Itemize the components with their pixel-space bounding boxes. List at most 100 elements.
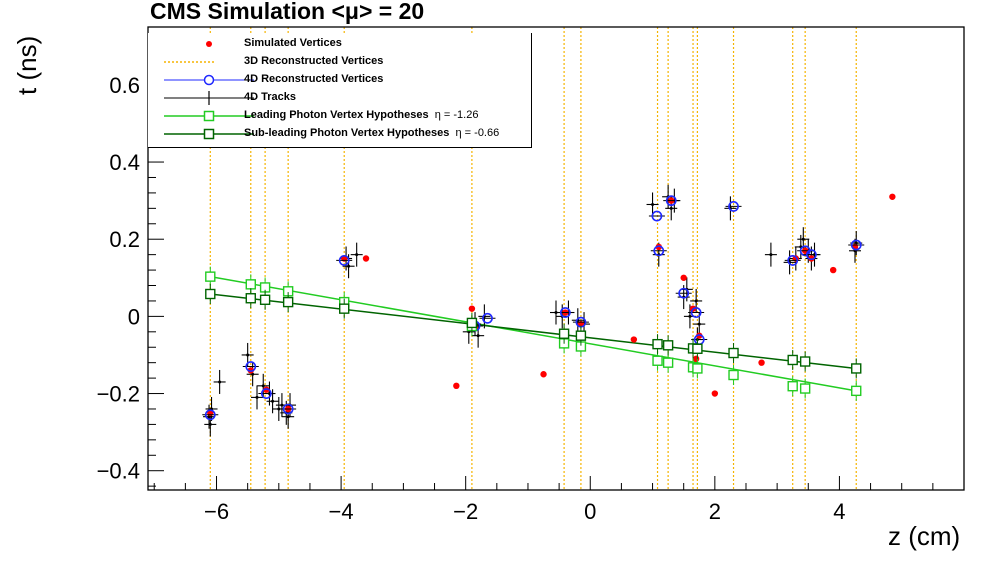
eta-label: η = -1.26 <box>434 109 479 121</box>
photon-hypothesis-point <box>575 330 587 341</box>
legend-label: 3D Reconstructed Vertices <box>244 55 384 67</box>
photon-hypothesis-point <box>851 363 862 374</box>
photon-hypothesis-fit-line <box>210 275 857 392</box>
reco-4d-vertex-point <box>245 361 257 372</box>
y-axis-label: t (ns) <box>12 35 42 95</box>
photon-hypothesis-point <box>787 381 798 392</box>
track-marker <box>554 311 558 315</box>
photon-hypothesis-point <box>662 357 674 368</box>
track-marker <box>651 202 655 206</box>
photon-hypothesis-point <box>799 383 811 394</box>
reco-4d-vertex-point <box>728 201 739 212</box>
legend-label: 4D Reconstructed Vertices <box>244 73 384 85</box>
x-axis-label: z (cm) <box>888 521 961 551</box>
simulated-vertex-point <box>758 359 765 366</box>
axes-frame <box>147 26 965 491</box>
x-tick-label: −4 <box>329 499 354 524</box>
photon-hypothesis-point <box>652 355 663 366</box>
x-tick-label: −2 <box>453 499 478 524</box>
photon-hypothesis-point <box>245 279 256 290</box>
reco-4d-vertex-point <box>787 255 799 266</box>
track-marker <box>801 237 805 241</box>
simulated-vertex-point <box>540 371 547 378</box>
y-tick-label: −0.2 <box>97 382 140 407</box>
fit-lines-layer <box>210 275 857 392</box>
track-marker <box>286 415 290 419</box>
reco-4d-vertex-point <box>282 403 294 415</box>
legend-entry-simulated: Simulated Vertices <box>148 35 531 53</box>
reco-4d-vertex-point <box>850 239 862 251</box>
photon-hypothesis-fit-line <box>210 293 857 370</box>
track-marker <box>271 399 275 403</box>
legend-red-dot-icon <box>206 41 212 47</box>
photon-hypothesis-point <box>245 293 256 304</box>
reco-4d-vertex-point <box>204 409 216 421</box>
photon-hypothesis-point <box>259 294 271 305</box>
simulated-vertex-point <box>453 382 460 390</box>
photon-hypothesis-point <box>662 340 674 351</box>
plot-frame <box>147 26 965 491</box>
legend-entry-3d: 3D Reconstructed Vertices <box>148 53 531 71</box>
reco-4d-vertex-point <box>805 249 817 261</box>
y-tick-label: 0.6 <box>109 73 140 98</box>
y-tick-label: −0.4 <box>97 459 140 484</box>
ticks-layer: −6 −4 −2 0 2 4 −0.4 −0.2 0 0.2 0.4 0.6 <box>97 38 965 524</box>
simulated-vertex-point <box>829 266 837 274</box>
simulated-vertex-point <box>692 355 700 363</box>
legend-entry-subleading: Sub-leading Photon Vertex Hypotheses η =… <box>148 125 531 143</box>
legend-label: Sub-leading Photon Vertex Hypotheses η =… <box>244 127 500 139</box>
simulated-vertex-point <box>362 255 370 262</box>
reco-4d-vertices-layer <box>202 195 865 421</box>
legend-label: Leading Photon Vertex Hypotheses η = -1.… <box>244 109 479 121</box>
track-marker <box>694 299 698 303</box>
photon-hypotheses-layer <box>205 266 862 401</box>
photon-hypothesis-point <box>652 338 663 350</box>
photon-hypothesis-point <box>282 296 294 308</box>
plot-title: CMS Simulation <μ> = 20 <box>150 0 425 24</box>
track-marker <box>697 322 701 326</box>
simulated-vertex-point <box>630 336 638 343</box>
photon-hypothesis-point <box>692 343 703 354</box>
legend-dotted-line-icon <box>164 61 214 63</box>
legend-label: Simulated Vertices <box>244 37 342 49</box>
legend-entry-tracks: 4D Tracks <box>148 89 531 107</box>
track-marker <box>347 264 351 268</box>
track-marker <box>255 395 259 399</box>
track-marker <box>246 353 250 357</box>
photon-hypothesis-point <box>728 347 739 359</box>
photon-hypothesis-point <box>205 271 216 282</box>
track-marker <box>261 384 265 388</box>
y-tick-label: 0 <box>128 304 140 329</box>
reco-4d-vertex-point <box>665 195 677 207</box>
tracks-layer <box>203 184 863 437</box>
track-marker <box>688 314 692 318</box>
x-tick-label: 0 <box>584 499 596 524</box>
y-tick-label: 0.4 <box>109 150 140 175</box>
photon-hypothesis-point <box>728 369 739 381</box>
eta-label: η = -0.66 <box>455 127 500 139</box>
legend-entry-leading: Leading Photon Vertex Hypotheses η = -1.… <box>148 107 531 125</box>
reco-4d-vertex-point <box>651 210 663 222</box>
track-marker <box>669 206 673 210</box>
reco-4d-vertex-point <box>653 245 665 257</box>
reco-4d-vertex-point <box>482 312 493 324</box>
simulated-vertex-point <box>468 305 476 312</box>
photon-hypothesis-point <box>799 356 811 367</box>
legend-green-square-icon <box>164 110 254 122</box>
legend-open-circle-icon <box>164 74 254 86</box>
track-marker <box>769 253 773 257</box>
track-marker <box>251 372 255 376</box>
legend-label: 4D Tracks <box>244 91 296 103</box>
simulated-vertex-point <box>711 390 719 397</box>
legend-darkgreen-square-icon <box>164 128 254 140</box>
reco-4d-vertex-point <box>678 287 690 299</box>
legend-entry-4d-vertices: 4D Reconstructed Vertices <box>148 71 531 89</box>
x-tick-label: 2 <box>709 499 721 524</box>
x-tick-label: −6 <box>204 499 229 524</box>
photon-hypothesis-point <box>339 303 350 314</box>
track-marker <box>280 403 284 407</box>
reco-4d-vertex-point <box>260 388 272 399</box>
y-tick-label: 0.2 <box>109 227 140 252</box>
track-marker <box>218 380 222 384</box>
